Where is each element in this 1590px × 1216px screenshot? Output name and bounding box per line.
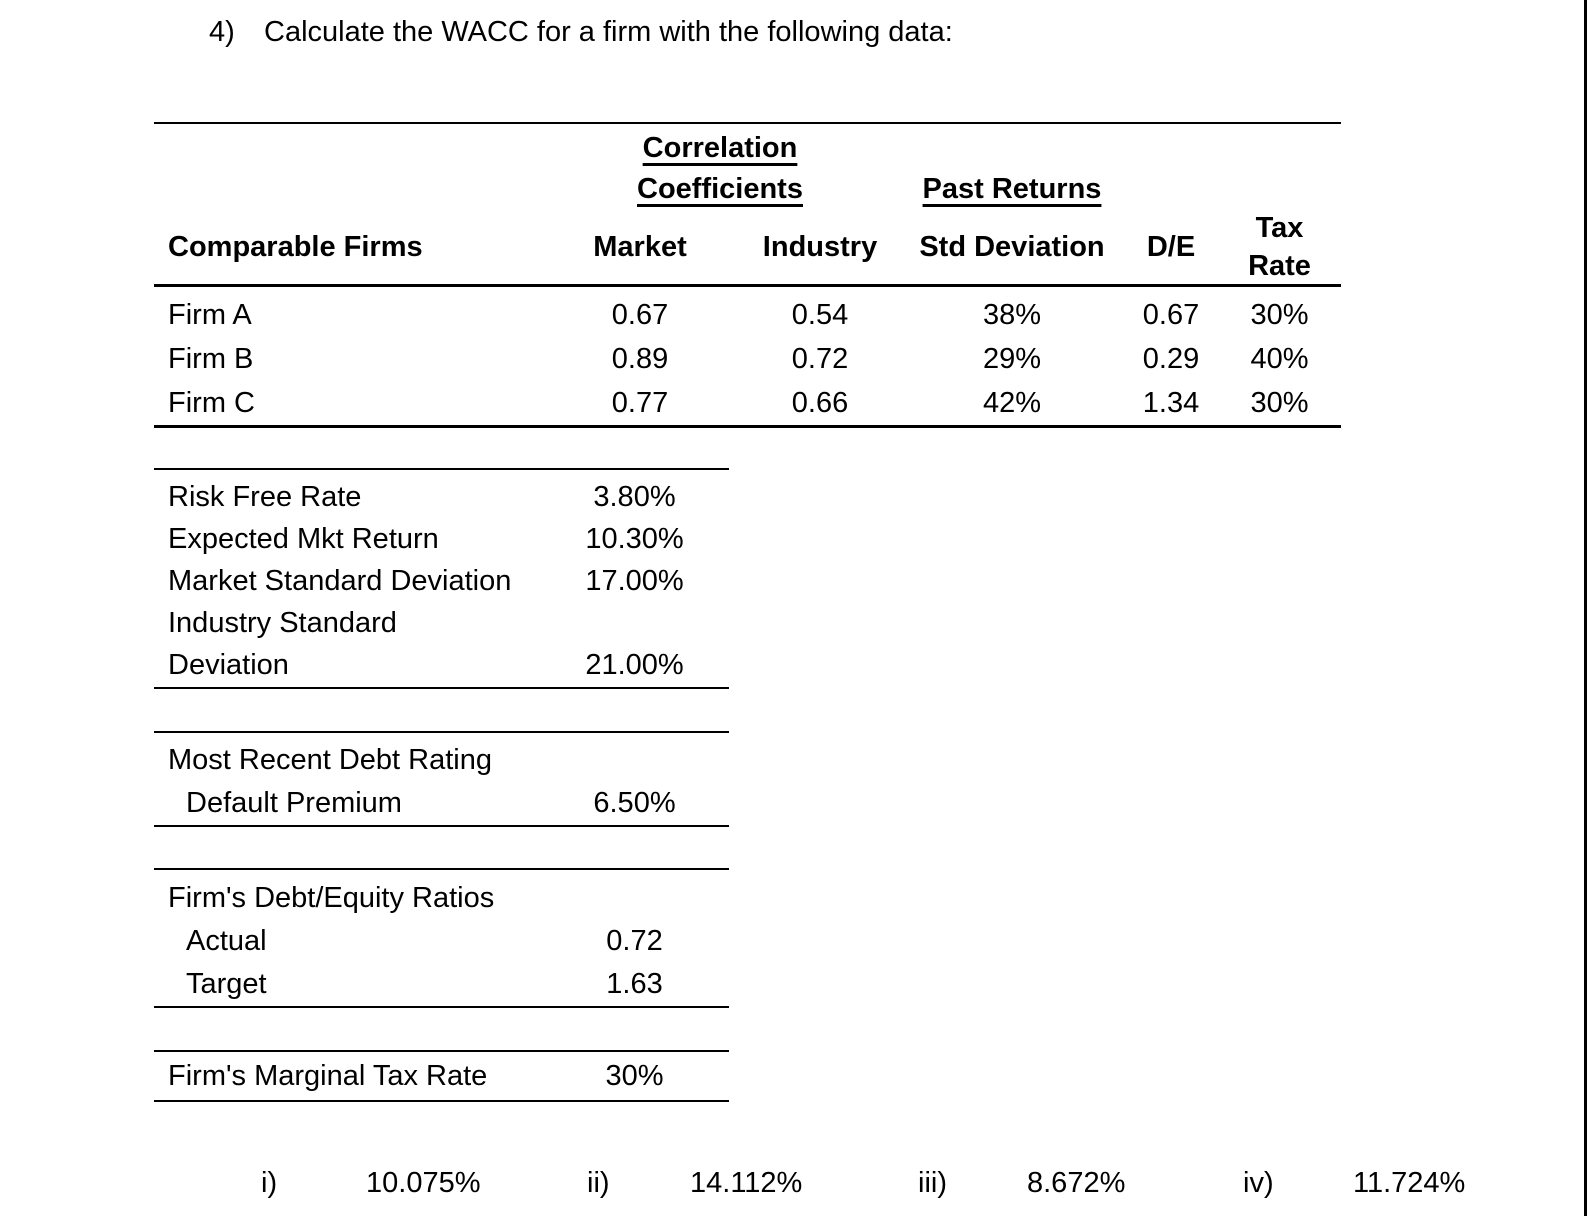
header-divider-rule xyxy=(154,284,1341,287)
answer-choices-row: i) 10.075% ii) 14.112% iii) 8.672% iv) 1… xyxy=(0,1165,1590,1201)
question-number: 4) xyxy=(209,16,235,48)
firm-name: Firm C xyxy=(168,386,255,419)
table-row-industry-standard: Industry Standard xyxy=(168,606,397,639)
industry-corr-value: 0.54 xyxy=(791,298,849,331)
past-returns-header: Past Returns xyxy=(922,173,1102,205)
std-deviation-value: 29% xyxy=(982,342,1042,375)
table-row-actual: Actual 0.72 xyxy=(186,925,663,957)
tax-rate-value: 30% xyxy=(1250,298,1309,331)
answer-iv-value: 11.724% xyxy=(1353,1167,1466,1199)
table-row-deviation: Deviation 21.00% xyxy=(168,648,684,681)
correlation-header-line1: Correlation xyxy=(642,132,798,164)
std-deviation-value: 38% xyxy=(982,298,1042,331)
page-right-edge-line xyxy=(1584,0,1587,1216)
col-header-std-deviation: Std Deviation xyxy=(919,230,1105,263)
tax-rate-value: 30% xyxy=(1250,386,1309,419)
table-row-de-ratios-header: Firm's Debt/Equity Ratios xyxy=(168,882,495,914)
market-rates-table: Risk Free Rate 3.80% Expected Mkt Return… xyxy=(154,468,729,689)
industry-corr-value: 0.66 xyxy=(791,386,849,419)
table-row-expected-mkt-return: Expected Mkt Return 10.30% xyxy=(168,522,684,555)
answer-ii-value: 14.112% xyxy=(690,1167,803,1199)
market-corr-value: 0.77 xyxy=(611,386,669,419)
comparable-firms-table: Correlation Coefficients Past Returns Co… xyxy=(154,122,1341,428)
de-value: 1.34 xyxy=(1142,386,1200,419)
table-row-marginal-tax-rate: Firm's Marginal Tax Rate 30% xyxy=(168,1059,664,1092)
market-corr-value: 0.67 xyxy=(611,298,669,331)
answer-iv-label: iv) xyxy=(1243,1167,1274,1199)
industry-corr-value: 0.72 xyxy=(791,342,849,375)
std-deviation-value: 42% xyxy=(982,386,1042,419)
col-header-industry: Industry xyxy=(762,230,878,263)
correlation-coefficients-header: Correlation Coefficients xyxy=(540,128,900,210)
answer-i-value: 10.075% xyxy=(366,1167,481,1199)
col-header-comparable-firms: Comparable Firms xyxy=(168,230,423,263)
table-row-default-premium: Default Premium 6.50% xyxy=(186,787,676,819)
correlation-header-line2: Coefficients xyxy=(637,173,803,205)
debt-equity-ratios-table: Firm's Debt/Equity Ratios Actual 0.72 Ta… xyxy=(154,868,729,1008)
table-row-most-recent-debt-rating: Most Recent Debt Rating xyxy=(168,744,492,776)
col-header-tax-rate: Tax Rate xyxy=(1248,212,1311,282)
firm-rows: Firm A 0.67 0.54 38% 0.67 30% Firm B 0.8… xyxy=(154,287,1341,425)
debt-rating-table: Most Recent Debt Rating Default Premium … xyxy=(154,731,729,827)
question-text: Calculate the WACC for a firm with the f… xyxy=(264,16,953,48)
market-corr-value: 0.89 xyxy=(611,342,669,375)
col-header-market: Market xyxy=(593,230,687,263)
table-header-area: Correlation Coefficients Past Returns Co… xyxy=(154,124,1341,284)
tax-rate-value: 40% xyxy=(1250,342,1309,375)
de-value: 0.67 xyxy=(1142,298,1200,331)
firm-name: Firm A xyxy=(168,298,252,331)
table-row-risk-free-rate: Risk Free Rate 3.80% xyxy=(168,480,676,513)
de-value: 0.29 xyxy=(1142,342,1200,375)
answer-iii-label: iii) xyxy=(918,1167,947,1199)
table-row-firm-c: Firm C 0.77 0.66 42% 1.34 30% xyxy=(154,381,1341,425)
question-title: 4) Calculate the WACC for a firm with the… xyxy=(209,16,953,49)
marginal-tax-rate-table: Firm's Marginal Tax Rate 30% xyxy=(154,1050,729,1102)
table-row-market-std-deviation: Market Standard Deviation 17.00% xyxy=(168,564,684,597)
firm-name: Firm B xyxy=(168,342,254,375)
table-row-firm-a: Firm A 0.67 0.54 38% 0.67 30% xyxy=(154,293,1341,337)
table-row-firm-b: Firm B 0.89 0.72 29% 0.29 40% xyxy=(154,337,1341,381)
answer-iii-value: 8.672% xyxy=(1027,1167,1126,1199)
col-header-de: D/E xyxy=(1146,230,1196,263)
answer-i-label: i) xyxy=(261,1167,278,1199)
answer-ii-label: ii) xyxy=(587,1167,610,1199)
table-row-target: Target 1.63 xyxy=(186,968,663,1000)
column-header-row: Comparable Firms Market Industry Std Dev… xyxy=(154,209,1341,284)
